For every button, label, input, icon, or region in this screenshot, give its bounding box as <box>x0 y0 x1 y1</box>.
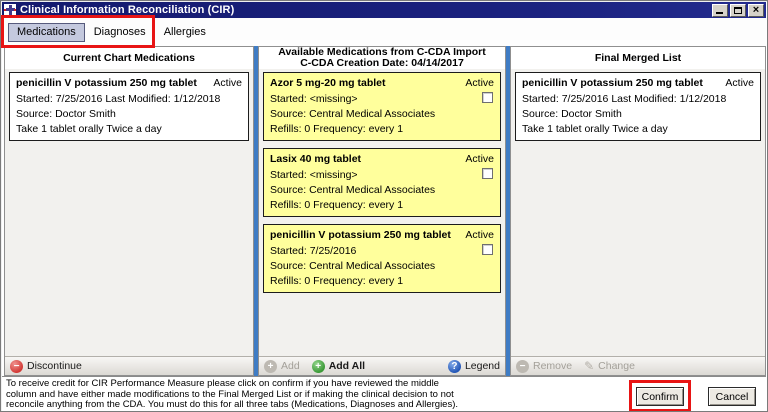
status-label: Active <box>465 77 494 89</box>
add-all-label: Add All <box>328 360 366 372</box>
ccda-import-title: Available Medications from C-CDA Import <box>278 46 486 58</box>
legend-button[interactable]: ? Legend <box>447 359 500 373</box>
tab-allergies[interactable]: Allergies <box>163 26 206 38</box>
medication-name: Azor 5 mg-20 mg tablet <box>270 77 386 89</box>
medication-name: penicillin V potassium 250 mg tablet <box>16 77 197 89</box>
medication-refills: Refills: 0 Frequency: every 1 <box>270 199 404 211</box>
final-merged-toolbar: − Remove ✎ Change <box>511 356 765 375</box>
medication-select-checkbox[interactable] <box>482 92 493 103</box>
final-merged-list-panel: Final Merged List penicillin V potassium… <box>510 46 766 376</box>
minimize-button[interactable] <box>712 3 728 17</box>
medication-card-import-azor[interactable]: Azor 5 mg-20 mg tablet Active Started: <… <box>263 72 501 141</box>
maximize-icon <box>734 6 742 14</box>
cancel-button[interactable]: Cancel <box>708 387 756 406</box>
pencil-icon: ✎ <box>584 358 595 373</box>
medication-card-merged[interactable]: penicillin V potassium 250 mg tablet Act… <box>515 72 761 141</box>
minus-circle-icon: − <box>516 359 529 373</box>
add-label: Add <box>281 360 300 372</box>
change-label: Change <box>598 360 635 372</box>
close-icon: × <box>752 3 760 16</box>
ccda-import-list: Azor 5 mg-20 mg tablet Active Started: <… <box>259 69 505 356</box>
medication-sig: Take 1 tablet orally Twice a day <box>522 123 668 135</box>
change-button[interactable]: ✎ Change <box>584 358 635 373</box>
add-all-button[interactable]: + Add All <box>311 359 366 373</box>
plus-circle-icon: + <box>264 359 277 373</box>
medication-card-import-penicillin[interactable]: penicillin V potassium 250 mg tablet Act… <box>263 224 501 293</box>
medication-source: Source: Central Medical Associates <box>270 260 436 272</box>
ccda-import-panel: Available Medications from C-CDA Import … <box>258 46 506 376</box>
final-merged-list: penicillin V potassium 250 mg tablet Act… <box>511 69 765 356</box>
status-label: Active <box>213 77 242 89</box>
medication-card-current[interactable]: penicillin V potassium 250 mg tablet Act… <box>9 72 249 141</box>
final-merged-list-title: Final Merged List <box>594 51 682 64</box>
ccda-import-header: Available Medications from C-CDA Import … <box>259 47 505 69</box>
tabstrip: Medications Diagnoses Allergies <box>2 18 766 46</box>
close-button[interactable]: × <box>748 3 764 17</box>
current-chart-medications-panel: Current Chart Medications penicillin V p… <box>4 46 254 376</box>
confirm-button[interactable]: Confirm <box>636 387 684 406</box>
question-circle-icon: ? <box>447 359 461 373</box>
disclaimer-line-3: reconcile anything from the CDA. You mus… <box>6 399 459 410</box>
medication-source: Source: Doctor Smith <box>16 108 116 120</box>
current-chart-toolbar: − Discontinue <box>5 356 253 375</box>
remove-label: Remove <box>533 360 573 372</box>
minimize-icon <box>716 11 723 14</box>
tab-diagnoses[interactable]: Diagnoses <box>93 26 146 38</box>
add-button[interactable]: + Add <box>264 359 300 373</box>
minus-circle-icon: − <box>10 359 23 373</box>
plus-circle-icon: + <box>311 359 325 373</box>
final-merged-list-header: Final Merged List <box>511 47 765 69</box>
legend-label: Legend <box>464 360 500 372</box>
medication-source: Source: Central Medical Associates <box>270 108 436 120</box>
current-chart-medications-list: penicillin V potassium 250 mg tablet Act… <box>5 69 253 356</box>
remove-button[interactable]: − Remove <box>516 359 573 373</box>
medication-source: Source: Central Medical Associates <box>270 184 436 196</box>
medication-card-import-lasix[interactable]: Lasix 40 mg tablet Active Started: <miss… <box>263 148 501 217</box>
status-label: Active <box>725 77 754 89</box>
medication-started: Started: <missing> <box>270 169 358 181</box>
window-title: Clinical Information Reconciliation (CIR… <box>20 4 235 16</box>
app-icon <box>4 4 16 16</box>
tab-medications[interactable]: Medications <box>8 23 85 42</box>
medication-started: Started: <missing> <box>270 93 358 105</box>
medication-dates: Started: 7/25/2016 Last Modified: 1/12/2… <box>16 93 221 105</box>
disclaimer-line-2: column and have either made modification… <box>6 388 454 400</box>
ccda-creation-date: C-CDA Creation Date: 04/14/2017 <box>300 57 464 69</box>
disclaimer-line-1: To receive credit for CIR Performance Me… <box>6 378 439 389</box>
status-label: Active <box>465 153 494 165</box>
medication-name: penicillin V potassium 250 mg tablet <box>270 229 451 241</box>
medication-refills: Refills: 0 Frequency: every 1 <box>270 275 404 287</box>
ccda-import-toolbar: + Add + Add All ? Legend <box>259 356 505 375</box>
cir-disclaimer-text: To receive credit for CIR Performance Me… <box>6 378 459 411</box>
medication-name: penicillin V potassium 250 mg tablet <box>522 77 703 89</box>
medication-sig: Take 1 tablet orally Twice a day <box>16 123 162 135</box>
medication-dates: Started: 7/25/2016 Last Modified: 1/12/2… <box>522 93 727 105</box>
medication-refills: Refills: 0 Frequency: every 1 <box>270 123 404 135</box>
medication-select-checkbox[interactable] <box>482 168 493 179</box>
medication-select-checkbox[interactable] <box>482 244 493 255</box>
maximize-button[interactable] <box>730 3 746 17</box>
medication-started: Started: 7/25/2016 <box>270 245 357 257</box>
columns-container: Current Chart Medications penicillin V p… <box>4 46 766 376</box>
current-chart-medications-header: Current Chart Medications <box>5 47 253 69</box>
window-controls: × <box>710 3 764 17</box>
discontinue-button[interactable]: − Discontinue <box>10 359 82 373</box>
column-divider <box>506 46 510 376</box>
discontinue-label: Discontinue <box>27 360 82 372</box>
titlebar[interactable]: Clinical Information Reconciliation (CIR… <box>2 2 766 18</box>
medication-name: Lasix 40 mg tablet <box>270 153 362 165</box>
column-divider <box>254 46 258 376</box>
current-chart-medications-title: Current Chart Medications <box>63 51 195 64</box>
status-label: Active <box>465 229 494 241</box>
medication-source: Source: Doctor Smith <box>522 108 622 120</box>
